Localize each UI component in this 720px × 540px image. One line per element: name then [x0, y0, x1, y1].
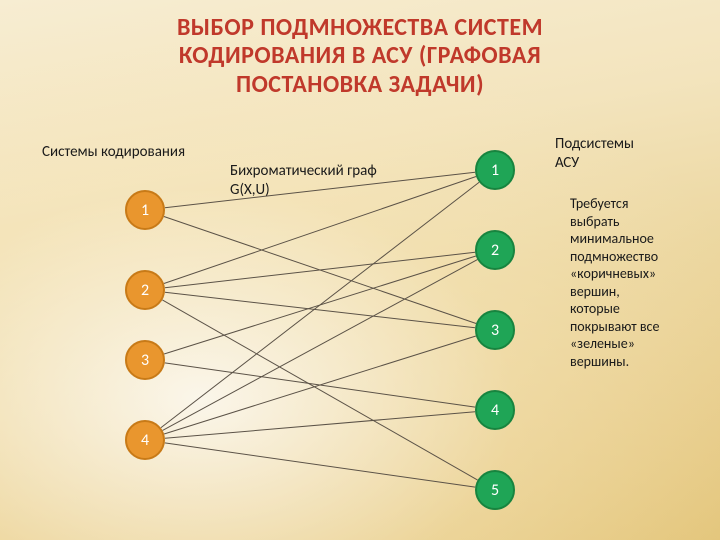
coding-system-node: 4	[125, 420, 165, 460]
subsystem-node: 1	[475, 150, 515, 190]
graph-edge	[165, 363, 475, 407]
subsystem-node: 5	[475, 470, 515, 510]
subsystem-node: 4	[475, 390, 515, 430]
graph-edge	[161, 182, 479, 428]
subsystem-node: 2	[475, 230, 515, 270]
right-heading: Подсистемы АСУ	[555, 135, 634, 173]
graph-edge	[165, 443, 475, 487]
slide-title: ВЫБОР ПОДМНОЖЕСТВА СИСТЕМ КОДИРОВАНИЯ В …	[0, 14, 720, 99]
left-heading: Системы кодирования	[42, 143, 185, 162]
graph-edge	[164, 336, 476, 434]
graph-edge	[164, 216, 476, 323]
graph-edge	[163, 260, 478, 431]
graph-edge	[162, 300, 477, 480]
graph-edge	[165, 292, 475, 327]
coding-system-node: 1	[125, 190, 165, 230]
graph-edge	[164, 256, 476, 354]
slide: ВЫБОР ПОДМНОЖЕСТВА СИСТЕМ КОДИРОВАНИЯ В …	[0, 0, 720, 540]
task-text: Требуется выбрать минимальное подмножест…	[570, 195, 659, 370]
coding-system-node: 2	[125, 270, 165, 310]
coding-system-node: 3	[125, 340, 165, 380]
graph-edge	[165, 252, 475, 287]
graph-label: Бихроматический граф G(X,U)	[230, 162, 377, 200]
graph-edge	[165, 412, 475, 439]
subsystem-node: 3	[475, 310, 515, 350]
